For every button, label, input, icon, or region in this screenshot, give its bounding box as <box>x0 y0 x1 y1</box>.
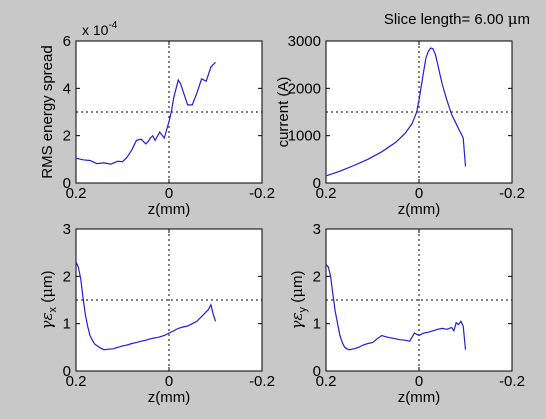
x-tick-label-energy-spread: -0.2 <box>249 185 275 202</box>
y-tick-label-emittance-y: 3 <box>313 221 321 238</box>
series-line-emittance-y <box>325 264 467 351</box>
y-axis-label-energy-spread: RMS energy spread <box>39 45 56 178</box>
x-tick-label-energy-spread: 0 <box>165 185 173 202</box>
x-tick-label-current: -0.2 <box>499 185 525 202</box>
y-tick-label-current: 0 <box>313 175 321 192</box>
y-tick-label-energy-spread: 2 <box>63 128 71 145</box>
x-tick-label-emittance-x: -0.2 <box>249 373 275 390</box>
y-tick-label-emittance-x: 0 <box>63 363 71 380</box>
y-axis-label-emittance-y: γεy (μm) <box>288 271 309 330</box>
y-tick-label-emittance-x: 2 <box>63 268 71 285</box>
y-tick-label-emittance-x: 1 <box>63 316 71 333</box>
x-tick-label-current: 0 <box>415 185 423 202</box>
x-tick-label-energy-spread: 0.2 <box>66 185 87 202</box>
y-multiplier-energy-spread: x 10-4 <box>82 20 118 38</box>
y-tick-label-emittance-y: 1 <box>313 316 321 333</box>
y-tick-label-energy-spread: 4 <box>63 80 71 97</box>
y-tick-label-emittance-y: 0 <box>313 363 321 380</box>
y-tick-label-energy-spread: 0 <box>63 175 71 192</box>
series-line-current <box>325 47 467 177</box>
y-tick-label-emittance-y: 2 <box>313 268 321 285</box>
x-axis-label-emittance-y: z(mm) <box>398 389 440 406</box>
x-tick-label-emittance-x: 0 <box>165 373 173 390</box>
x-axis-label-energy-spread: z(mm) <box>148 201 190 218</box>
x-tick-label-emittance-x: 0.2 <box>66 373 87 390</box>
x-axis-label-emittance-x: z(mm) <box>148 389 190 406</box>
x-tick-label-current: 0.2 <box>316 185 337 202</box>
y-tick-label-energy-spread: 6 <box>63 33 71 50</box>
x-tick-label-emittance-y: 0.2 <box>316 373 337 390</box>
y-tick-label-current: 3000 <box>288 33 321 50</box>
series-line-emittance-x <box>75 261 217 351</box>
y-axis-label-current: current (A) <box>275 77 292 148</box>
x-tick-label-emittance-y: -0.2 <box>499 373 525 390</box>
y-tick-label-emittance-x: 3 <box>63 221 71 238</box>
series-line-energy-spread <box>75 61 216 165</box>
x-axis-label-current: z(mm) <box>398 201 440 218</box>
x-tick-label-emittance-y: 0 <box>415 373 423 390</box>
y-axis-label-emittance-x: γεx (μm) <box>38 271 59 330</box>
y-tick-label-current: 2000 <box>288 80 321 97</box>
slice-length-annotation: Slice length= 6.00 μm <box>384 10 530 28</box>
y-tick-label-current: 1000 <box>288 128 321 145</box>
